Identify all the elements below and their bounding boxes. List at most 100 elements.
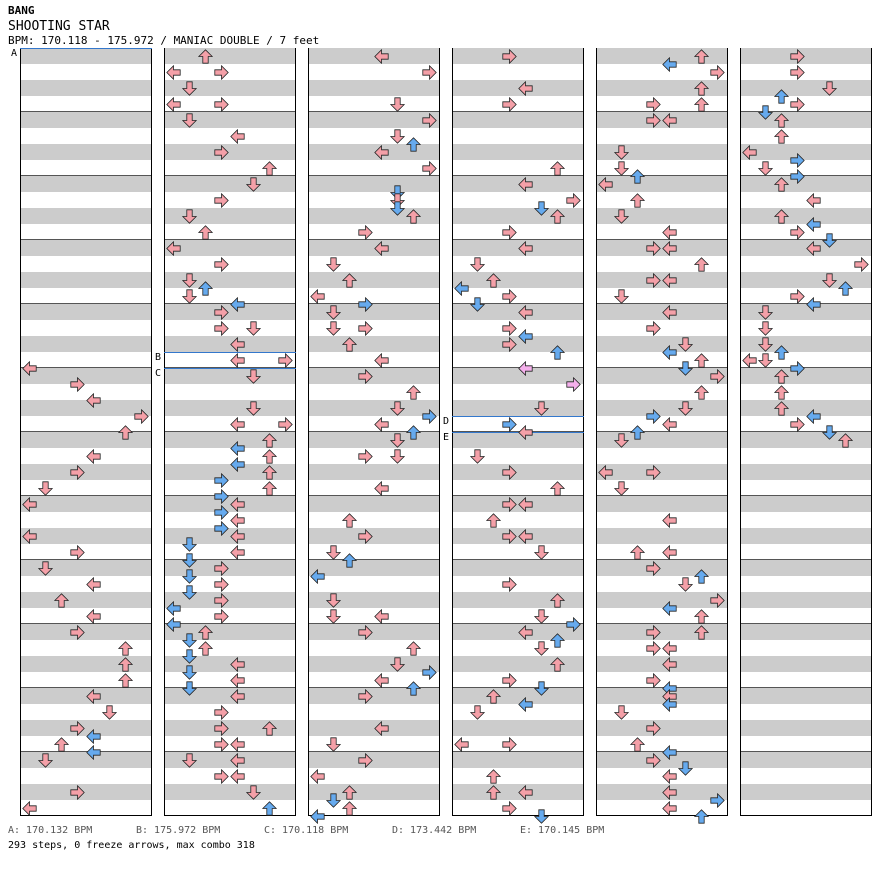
- arrow-down-icon: [182, 209, 197, 224]
- arrow-up-icon: [630, 169, 645, 184]
- arrow-right-icon: [214, 489, 229, 504]
- arrow-right-icon: [214, 65, 229, 80]
- arrow-up-icon: [774, 401, 789, 416]
- chart-info: BPM: 170.118 - 175.972 / MANIAC DOUBLE /…: [8, 34, 320, 47]
- arrow-right-icon: [646, 273, 661, 288]
- arrow-up-icon: [54, 737, 69, 752]
- measure-line: [309, 367, 439, 368]
- arrow-down-icon: [38, 753, 53, 768]
- arrow-right-icon: [854, 257, 869, 272]
- measure-line: [597, 559, 727, 560]
- arrow-up-icon: [694, 569, 709, 584]
- arrow-left-icon: [662, 801, 677, 816]
- arrow-right-icon: [646, 673, 661, 688]
- measure-line: [309, 559, 439, 560]
- measure-line: [309, 175, 439, 176]
- arrow-left-icon: [374, 673, 389, 688]
- arrow-down-icon: [614, 209, 629, 224]
- arrow-up-icon: [342, 553, 357, 568]
- measure-line: [453, 111, 583, 112]
- arrow-left-icon: [518, 497, 533, 512]
- arrow-up-icon: [550, 161, 565, 176]
- arrow-right-icon: [422, 665, 437, 680]
- arrow-left-icon: [22, 361, 37, 376]
- measure-line: [21, 559, 151, 560]
- arrow-right-icon: [790, 169, 805, 184]
- arrow-right-icon: [502, 577, 517, 592]
- arrow-left-icon: [230, 457, 245, 472]
- arrow-right-icon: [646, 641, 661, 656]
- arrow-up-icon: [630, 425, 645, 440]
- measure-line: [165, 495, 295, 496]
- arrow-right-icon: [502, 49, 517, 64]
- arrow-up-icon: [486, 273, 501, 288]
- arrow-up-icon: [406, 209, 421, 224]
- bpm-change-label: A: [11, 48, 18, 59]
- arrow-down-icon: [182, 569, 197, 584]
- arrow-down-icon: [614, 161, 629, 176]
- arrow-up-icon: [406, 641, 421, 656]
- arrow-right-icon: [358, 297, 373, 312]
- arrow-right-icon: [358, 321, 373, 336]
- arrow-left-icon: [230, 513, 245, 528]
- arrow-left-icon: [662, 225, 677, 240]
- arrow-down-icon: [182, 113, 197, 128]
- arrow-right-icon: [70, 377, 85, 392]
- arrow-down-icon: [758, 105, 773, 120]
- measure-line: [597, 175, 727, 176]
- arrow-right-icon: [358, 753, 373, 768]
- arrow-right-icon: [358, 369, 373, 384]
- measure-line: [597, 367, 727, 368]
- arrow-right-icon: [214, 721, 229, 736]
- arrow-left-icon: [806, 241, 821, 256]
- arrow-up-icon: [118, 673, 133, 688]
- arrow-down-icon: [38, 561, 53, 576]
- arrow-down-icon: [326, 257, 341, 272]
- arrow-left-icon: [86, 577, 101, 592]
- arrow-down-icon: [246, 785, 261, 800]
- arrow-right-icon: [710, 369, 725, 384]
- arrow-left-icon: [230, 689, 245, 704]
- arrow-right-icon: [70, 625, 85, 640]
- arrow-left-icon: [230, 657, 245, 672]
- arrow-left-icon: [166, 617, 181, 632]
- arrow-up-icon: [630, 545, 645, 560]
- arrow-up-icon: [550, 633, 565, 648]
- arrow-right-icon: [214, 561, 229, 576]
- arrow-left-icon: [662, 273, 677, 288]
- arrow-left-icon: [230, 497, 245, 512]
- arrow-left-icon: [230, 297, 245, 312]
- arrow-down-icon: [678, 401, 693, 416]
- arrow-right-icon: [278, 353, 293, 368]
- measure-line: [21, 431, 151, 432]
- bpm-change-line: [20, 48, 152, 49]
- arrow-left-icon: [662, 657, 677, 672]
- arrow-up-icon: [694, 609, 709, 624]
- arrow-right-icon: [566, 193, 581, 208]
- measure-line: [597, 687, 727, 688]
- arrow-right-icon: [214, 193, 229, 208]
- measure-line: [741, 687, 871, 688]
- arrow-up-icon: [694, 809, 709, 824]
- arrow-up-icon: [342, 273, 357, 288]
- measure-line: [309, 495, 439, 496]
- arrow-down-icon: [182, 289, 197, 304]
- arrow-right-icon: [214, 705, 229, 720]
- arrow-left-icon: [374, 145, 389, 160]
- arrow-up-icon: [630, 193, 645, 208]
- arrow-up-icon: [262, 801, 277, 816]
- measure-line: [453, 239, 583, 240]
- arrow-right-icon: [502, 337, 517, 352]
- arrow-left-icon: [230, 545, 245, 560]
- arrow-left-icon: [374, 353, 389, 368]
- arrow-up-icon: [774, 209, 789, 224]
- arrow-down-icon: [758, 353, 773, 368]
- arrow-down-icon: [534, 201, 549, 216]
- arrow-up-icon: [118, 641, 133, 656]
- arrow-down-icon: [326, 609, 341, 624]
- arrow-right-icon: [422, 161, 437, 176]
- arrow-down-icon: [534, 641, 549, 656]
- arrow-right-icon: [710, 593, 725, 608]
- step-column-6: [740, 48, 872, 816]
- arrow-right-icon: [566, 377, 581, 392]
